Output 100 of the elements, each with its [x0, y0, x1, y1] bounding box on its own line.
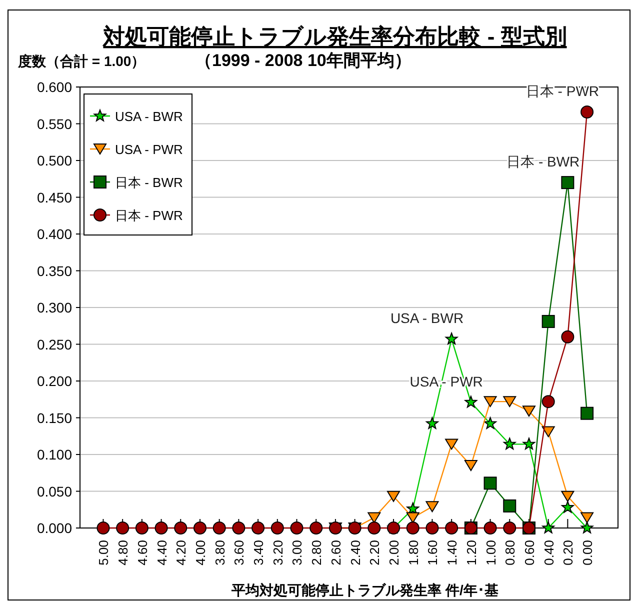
point — [464, 396, 478, 408]
y-tick-label: 0.400 — [36, 226, 72, 242]
x-tick-label: 1.20 — [464, 540, 479, 566]
point — [445, 438, 458, 450]
legend-label: USA - PWR — [115, 142, 183, 157]
x-tick-label: 3.60 — [232, 540, 247, 566]
point — [522, 438, 536, 450]
point — [542, 395, 555, 408]
point — [561, 176, 574, 190]
y-tick-label: 0.500 — [36, 152, 72, 168]
point — [484, 522, 497, 534]
x-tick-label: 2.20 — [367, 540, 382, 566]
point — [406, 512, 420, 524]
point — [542, 314, 555, 328]
y-tick-label: 0.300 — [36, 300, 72, 316]
x-tick-label: 1.00 — [483, 540, 498, 566]
point — [503, 438, 516, 450]
point — [116, 522, 130, 534]
x-tick-label: 2.00 — [386, 540, 402, 566]
y-axis-title: 度数（合計 = 1.00） — [17, 53, 146, 69]
legend-label: 日本 - BWR — [115, 175, 183, 190]
y-tick-label: 0.200 — [36, 373, 72, 389]
point — [580, 105, 594, 118]
x-tick-label: 1.40 — [444, 540, 460, 566]
point — [406, 522, 420, 534]
x-tick-label: 3.80 — [212, 540, 228, 566]
point — [426, 417, 438, 429]
x-tick-label: 3.40 — [251, 540, 266, 566]
x-tick-label: 4.80 — [116, 540, 131, 566]
x-tick-label: 0.60 — [522, 540, 537, 566]
point — [484, 396, 497, 408]
point — [270, 522, 284, 534]
point — [484, 417, 496, 429]
point — [232, 522, 246, 534]
point — [542, 522, 555, 534]
point — [154, 522, 168, 534]
x-axis-title: 平均対処可能停止トラブル発生率 件/年･基 — [230, 582, 498, 598]
point — [174, 522, 188, 534]
legend-label: 日本 - PWR — [115, 208, 183, 223]
y-tick-label: 0.350 — [36, 262, 72, 279]
y-tick-label: 0.600 — [36, 79, 72, 95]
y-tick-label: 0.250 — [36, 336, 72, 352]
point — [503, 499, 516, 512]
point — [135, 522, 148, 534]
legend-item: 日本 - PWR — [90, 208, 183, 223]
point — [445, 332, 458, 344]
x-tick-label: 3.20 — [270, 540, 286, 566]
x-tick-label: 2.40 — [348, 540, 363, 566]
chart-title: 対処可能停止トラブル発生率分布比較 - 型式別 — [102, 24, 567, 49]
x-tick-label: 0.00 — [580, 540, 596, 566]
point — [580, 406, 594, 420]
point — [96, 522, 110, 534]
x-tick-label: 2.60 — [328, 540, 344, 566]
y-tick-label: 0.150 — [36, 410, 72, 426]
x-tick-label: 2.80 — [309, 540, 324, 566]
annotation: 日本 - PWR — [526, 82, 600, 99]
x-tick-label: 4.60 — [134, 540, 150, 566]
point — [561, 490, 574, 502]
point — [252, 522, 265, 534]
point — [561, 330, 574, 344]
annotation: USA - BWR — [390, 310, 464, 326]
legend-item: USA - PWR — [90, 142, 183, 157]
y-tick-label: 0.550 — [36, 116, 72, 132]
x-tick-label: 0.40 — [541, 540, 556, 566]
x-tick-label: 4.00 — [192, 540, 208, 566]
x-tick-label: 0.20 — [560, 540, 576, 566]
legend-item: 日本 - BWR — [90, 175, 183, 190]
legend-item: USA - BWR — [90, 108, 183, 124]
point — [212, 522, 226, 534]
y-tick-label: 0.050 — [36, 483, 72, 500]
chart-subtitle: （1999 - 2008 10年間平均） — [195, 51, 412, 70]
x-tick-label: 5.00 — [96, 540, 112, 566]
x-tick-label: 0.80 — [502, 540, 518, 566]
annotation: 日本 - BWR — [506, 154, 580, 170]
x-tick-label: 4.40 — [154, 540, 170, 566]
y-tick-label: 0.450 — [36, 189, 72, 206]
point — [290, 522, 304, 534]
point — [193, 522, 206, 534]
y-tick-label: 0.000 — [36, 520, 72, 536]
point — [387, 490, 400, 502]
point — [503, 396, 516, 408]
point — [580, 522, 594, 534]
point — [426, 501, 439, 512]
point — [542, 426, 555, 438]
x-tick-label: 3.00 — [290, 540, 305, 566]
point — [561, 500, 574, 513]
point — [310, 522, 323, 534]
point — [522, 406, 536, 417]
x-tick-label: 1.60 — [425, 540, 440, 566]
point — [426, 522, 439, 534]
point — [580, 512, 594, 524]
point — [464, 460, 478, 472]
x-tick-label: 4.20 — [174, 540, 189, 566]
point — [484, 476, 497, 490]
y-tick-label: 0.100 — [36, 446, 72, 462]
point — [368, 522, 381, 534]
point — [445, 522, 458, 534]
x-tick-label: 1.80 — [406, 540, 421, 566]
point — [503, 522, 516, 534]
point — [368, 512, 381, 524]
